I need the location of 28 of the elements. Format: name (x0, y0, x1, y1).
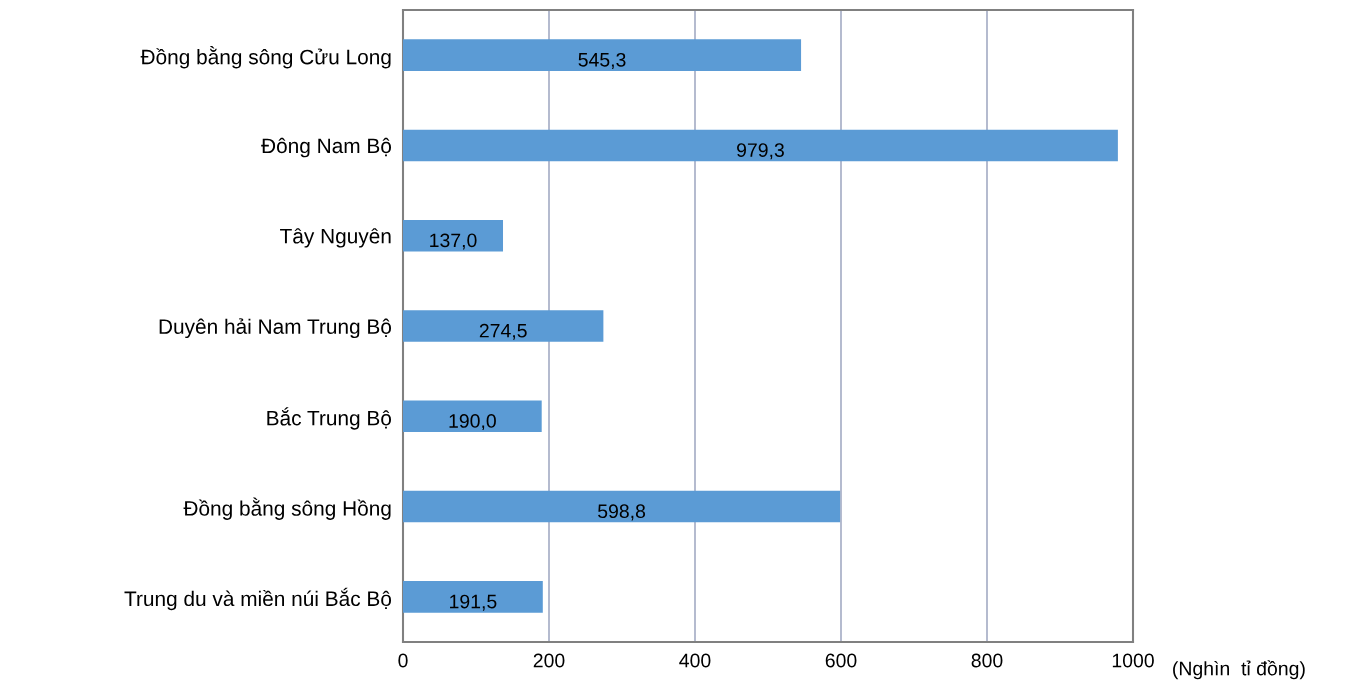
y-tick-label: Trung du và miền núi Bắc Bộ (124, 587, 392, 611)
bar (403, 129, 1118, 162)
bar (403, 219, 504, 252)
x-axis-title: (Nghìn tỉ đồng) (1173, 660, 1305, 680)
data-label: 137,0 (430, 233, 477, 250)
bar (403, 39, 802, 71)
y-tick-label: Tây Nguyên (280, 228, 391, 248)
y-tick-label: Đồng bằng sông Hồng (183, 497, 391, 520)
data-label: 545,3 (578, 52, 626, 69)
y-tick-label: Đồng bằng sông Cửu Long (140, 46, 391, 69)
y-tick-label: Duyên hải Nam Trung Bộ (159, 318, 392, 339)
data-label: 598,8 (598, 504, 646, 521)
bar (403, 310, 604, 342)
data-label: 979,3 (737, 143, 784, 160)
data-label: 274,5 (479, 323, 527, 340)
x-tick-label: 400 (679, 653, 711, 668)
data-label: 191,5 (450, 594, 497, 611)
bar (403, 400, 542, 433)
y-tick-label: Đông Nam Bộ (261, 137, 392, 158)
x-tick-label: 0 (398, 653, 408, 668)
x-tick-label: 1000 (1112, 653, 1154, 668)
bar (403, 581, 543, 613)
x-tick-label: 600 (825, 653, 857, 668)
y-tick-label: Bắc Trung Bộ (267, 407, 392, 430)
bar (403, 490, 841, 523)
x-tick-label: 200 (533, 653, 565, 668)
data-label: 190,0 (449, 414, 496, 431)
x-tick-label: 800 (971, 653, 1003, 668)
